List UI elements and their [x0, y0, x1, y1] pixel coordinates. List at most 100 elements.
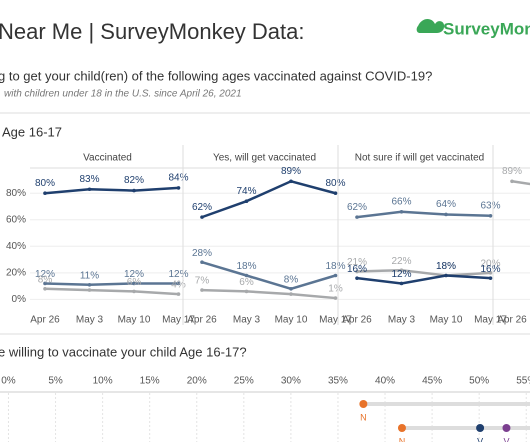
x-tick-label: May 3 [233, 315, 261, 326]
point [355, 276, 359, 280]
subtitle: with children under 18 in the U.S. since… [4, 89, 242, 100]
value-label: 18% [236, 261, 256, 272]
dot-label: V [477, 436, 483, 442]
y-tick-label: 60% [6, 214, 26, 225]
x-tick-label: 10% [93, 376, 113, 387]
x-tick-label: May 3 [76, 315, 104, 326]
value-label: 80% [325, 178, 345, 189]
logo-icon [416, 18, 445, 33]
x-tick-label: May 17 [162, 315, 195, 326]
dot [502, 424, 511, 432]
x-tick-label: 45% [422, 376, 442, 387]
series-line [44, 282, 179, 287]
value-label: 82% [124, 175, 144, 186]
x-tick-label: 35% [328, 376, 348, 387]
value-label: 12% [124, 269, 144, 280]
series-line [511, 180, 530, 186]
value-label: 7% [195, 276, 210, 287]
value-label: 1% [328, 284, 343, 295]
point [333, 191, 338, 196]
point [132, 289, 136, 294]
dot [397, 424, 406, 432]
logo: SurveyMonke [443, 19, 530, 38]
point [132, 281, 136, 286]
value-label: 6% [239, 277, 254, 288]
y-tick-label: 20% [6, 267, 26, 278]
x-tick-label: 20% [187, 376, 207, 387]
value-label: 16% [480, 264, 500, 275]
value-label: 8% [38, 274, 53, 285]
point [488, 276, 493, 280]
point [510, 179, 514, 184]
section-title: e willing to vaccinate your child Age 16… [0, 344, 247, 359]
x-tick-label: Apr 26 [30, 315, 60, 326]
x-tick-label: May 17 [474, 315, 507, 326]
section-title: Age 16-17 [2, 124, 62, 139]
point [399, 268, 404, 272]
series-line [44, 186, 179, 195]
point [43, 191, 47, 196]
series-line [201, 261, 336, 291]
dot [476, 424, 485, 432]
point [244, 199, 249, 203]
point [176, 292, 181, 296]
point [200, 215, 204, 219]
point [200, 260, 204, 265]
x-tick-label: 25% [234, 376, 254, 387]
point [289, 179, 293, 184]
series-line [356, 268, 491, 277]
panel-title: Vaccinated [83, 153, 132, 164]
value-label: 11% [80, 270, 99, 281]
point [444, 273, 448, 278]
question: g to get your child(ren) of the followin… [0, 68, 432, 83]
value-label: 8% [284, 274, 299, 285]
x-tick-label: Apr 26 [497, 315, 527, 326]
series-line [44, 287, 179, 296]
value-label: 12% [35, 269, 55, 280]
x-tick-label: May 10 [118, 315, 151, 326]
point [132, 188, 136, 193]
dot-label: N [399, 436, 406, 442]
series-line [356, 274, 491, 285]
point [87, 282, 92, 287]
point [176, 186, 181, 190]
x-tick-label: 15% [140, 376, 160, 387]
point [43, 286, 47, 291]
x-tick-label: 50% [469, 376, 489, 387]
point [289, 286, 293, 291]
point [333, 296, 338, 300]
value-label: 28% [192, 248, 212, 259]
value-label: 84% [168, 173, 188, 184]
x-tick-label: 0% [1, 376, 16, 387]
value-label: 16% [347, 264, 367, 275]
series-line [201, 179, 336, 219]
point [333, 273, 338, 278]
value-label: 89% [502, 166, 522, 177]
point [488, 271, 493, 275]
x-tick-label: May 10 [275, 315, 308, 326]
value-label: 66% [391, 196, 411, 207]
point [200, 288, 204, 292]
value-label: 18% [436, 261, 456, 272]
point [488, 213, 493, 218]
x-tick-label: May 17 [319, 315, 352, 326]
panel-title: Yes, will get vaccinated [213, 153, 316, 164]
point [244, 289, 249, 294]
value-label: 83% [79, 174, 99, 185]
x-tick-label: 40% [375, 376, 395, 387]
title: Near Me | SurveyMonkey Data: [0, 19, 305, 44]
value-label: 64% [436, 199, 456, 210]
value-label: 12% [168, 269, 188, 280]
dot [359, 400, 368, 408]
value-label: 12% [391, 269, 411, 280]
value-label: 74% [236, 186, 256, 197]
value-label: 22% [391, 256, 411, 267]
value-label: 62% [347, 202, 367, 213]
value-label: 6% [127, 277, 142, 288]
point [444, 212, 448, 217]
x-tick-label: May 10 [430, 315, 463, 326]
value-label: 62% [192, 202, 212, 213]
dot-label: V [503, 436, 509, 442]
